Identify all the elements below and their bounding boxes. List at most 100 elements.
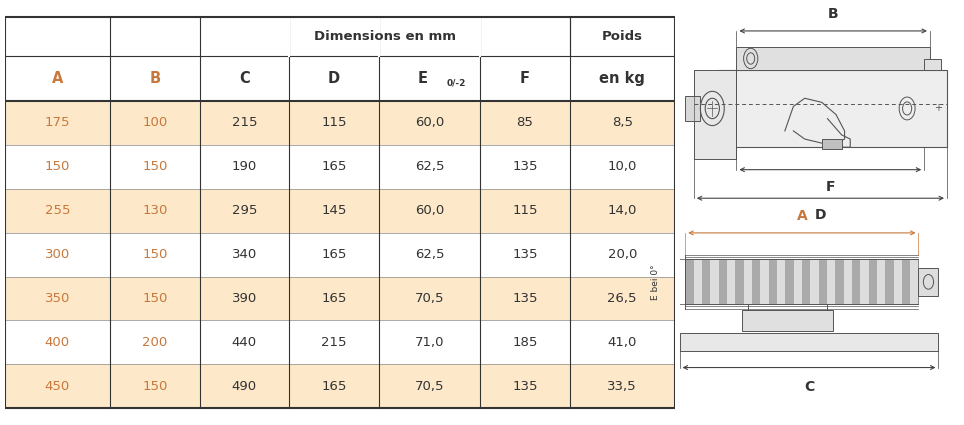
Bar [5,145,675,189]
Text: 400: 400 [45,336,70,349]
Bar [727,259,736,304]
Text: C: C [239,71,250,86]
Text: 135: 135 [512,160,538,173]
Bar [680,333,938,351]
Bar [685,259,694,304]
Bar [694,70,736,159]
Text: 85: 85 [517,116,533,129]
Bar [793,259,802,304]
Bar [742,310,833,331]
Text: 150: 150 [142,160,168,173]
Text: 60,0: 60,0 [415,204,444,217]
Text: 115: 115 [321,116,347,129]
Text: 165: 165 [321,160,347,173]
Text: 300: 300 [44,248,70,261]
Text: Poids: Poids [602,30,643,43]
Bar [685,259,919,304]
Text: Dimensions en mm: Dimensions en mm [313,30,456,43]
Bar [860,259,869,304]
Text: 295: 295 [231,204,257,217]
Text: E bei 0°: E bei 0° [651,264,660,300]
Bar [5,277,675,320]
Text: 200: 200 [142,336,168,349]
Bar [885,259,894,304]
Bar [877,259,885,304]
Bar [777,259,786,304]
Bar [5,0,675,56]
Text: 20,0: 20,0 [607,248,637,261]
Bar [902,259,910,304]
Bar [818,259,827,304]
Text: en kg: en kg [600,71,645,86]
Text: +: + [934,103,943,113]
Bar [5,320,675,364]
Text: 350: 350 [44,292,70,305]
Bar [924,60,941,70]
Bar [702,259,710,304]
Text: 390: 390 [231,292,257,305]
Bar [685,96,700,121]
Text: E: E [417,71,428,86]
Bar [736,47,930,70]
Bar [743,259,752,304]
Text: 255: 255 [44,204,70,217]
Text: 135: 135 [512,292,538,305]
Bar [835,259,844,304]
Text: 135: 135 [512,248,538,261]
Bar [810,259,818,304]
Text: 175: 175 [44,116,70,129]
Text: 340: 340 [231,248,257,261]
Text: 8,5: 8,5 [612,116,632,129]
Text: 41,0: 41,0 [607,336,637,349]
Bar [736,259,743,304]
Text: 150: 150 [44,160,70,173]
Text: 115: 115 [512,204,538,217]
Text: 165: 165 [321,292,347,305]
Bar [786,259,793,304]
Text: 71,0: 71,0 [415,336,444,349]
Text: 130: 130 [142,204,168,217]
Text: 215: 215 [231,116,257,129]
Bar [821,139,842,149]
Text: 150: 150 [142,248,168,261]
Bar [827,259,835,304]
Text: F: F [825,180,835,194]
Text: 70,5: 70,5 [415,380,444,393]
Text: 70,5: 70,5 [415,292,444,305]
Text: 150: 150 [142,380,168,393]
Text: 490: 490 [231,380,257,393]
Bar [5,101,675,145]
Bar [919,268,938,296]
Text: 100: 100 [142,116,168,129]
Bar [710,259,718,304]
Text: 135: 135 [512,380,538,393]
Bar [869,259,877,304]
Text: 26,5: 26,5 [607,292,637,305]
Bar [5,364,675,408]
Text: 190: 190 [231,160,257,173]
Bar [910,259,919,304]
Text: 440: 440 [231,336,257,349]
Bar [802,259,810,304]
Bar [761,259,768,304]
Bar [694,259,702,304]
Text: 450: 450 [44,380,70,393]
Text: 215: 215 [321,336,347,349]
Text: D: D [328,71,340,86]
Text: 10,0: 10,0 [607,160,637,173]
Text: 145: 145 [321,204,347,217]
Text: F: F [520,71,530,86]
Text: 150: 150 [142,292,168,305]
Bar [844,259,852,304]
Text: B: B [149,71,160,86]
Text: 165: 165 [321,380,347,393]
Bar [752,259,761,304]
Bar [5,189,675,232]
Bar [5,232,675,277]
Text: 14,0: 14,0 [607,204,637,217]
Text: A: A [52,71,63,86]
Bar [894,259,902,304]
Bar [718,259,727,304]
Text: D: D [815,208,826,222]
Text: 62,5: 62,5 [415,248,444,261]
